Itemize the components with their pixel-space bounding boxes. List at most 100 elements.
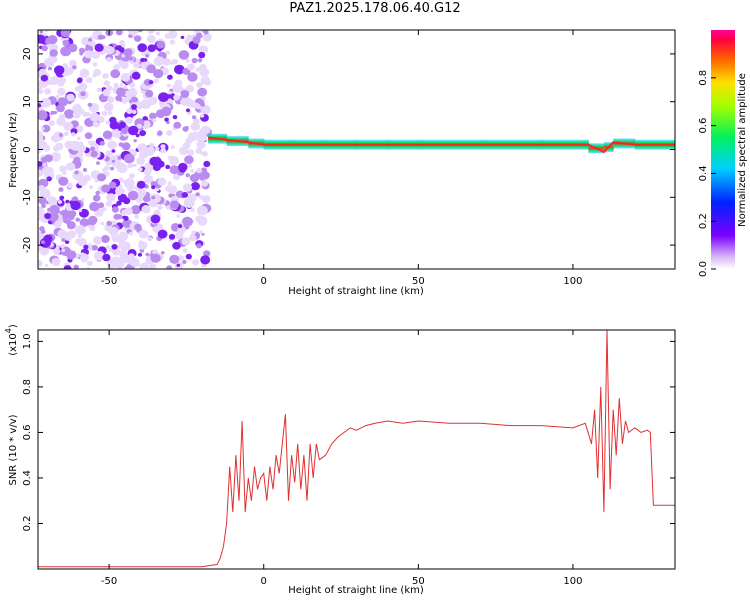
noise-blob — [102, 130, 113, 140]
noise-blob — [147, 35, 156, 43]
noise-blob — [157, 205, 163, 210]
noise-blob — [66, 162, 76, 171]
noise-blob — [85, 111, 91, 117]
noise-blob — [131, 104, 137, 110]
noise-blob — [44, 88, 52, 95]
noise-blob — [171, 40, 175, 44]
noise-blob — [173, 121, 182, 129]
noise-blob — [111, 149, 116, 153]
noise-blob — [124, 265, 131, 269]
noise-blob — [122, 219, 132, 228]
noise-blob — [89, 201, 100, 212]
noise-blob — [137, 30, 143, 33]
noise-blob — [38, 89, 44, 95]
noise-blob — [121, 98, 128, 104]
noise-blob — [42, 144, 51, 152]
noise-blob — [195, 215, 204, 223]
noise-blob — [153, 78, 159, 84]
noise-blob — [172, 241, 181, 250]
noise-blob — [111, 244, 118, 250]
noise-blob — [131, 71, 141, 80]
noise-blob — [153, 56, 165, 67]
noise-blob — [105, 150, 113, 157]
noise-blob — [67, 230, 77, 239]
snr-panel: -50 0 50 100 0.2 0.4 0.6 0.8 1.0 Height of stra… — [4, 324, 676, 596]
noise-blob — [113, 82, 119, 88]
noise-blob — [77, 237, 87, 247]
noise-blob — [172, 58, 178, 65]
noise-blob — [149, 263, 157, 269]
noise-blob — [181, 216, 193, 227]
noise-blob — [196, 243, 202, 249]
bottom-y-ticks: 0.2 0.4 0.6 0.8 1.0 — [22, 333, 675, 531]
noise-blob — [169, 200, 180, 209]
noise-blob — [66, 93, 75, 102]
noise-blob — [62, 39, 70, 47]
noise-blob — [108, 181, 117, 189]
noise-blob — [60, 46, 72, 57]
noise-blob — [44, 58, 54, 67]
noise-blob — [165, 164, 171, 170]
noise-blob — [187, 63, 195, 71]
noise-blob — [57, 87, 66, 96]
noise-blob — [78, 108, 85, 114]
noise-blob — [196, 167, 203, 174]
noise-blob — [112, 248, 121, 256]
noise-blob — [110, 129, 121, 138]
noise-blob — [95, 190, 100, 196]
noise-blob — [126, 108, 133, 114]
noise-blob — [38, 147, 42, 154]
noise-blob — [141, 52, 146, 56]
noise-blob — [167, 181, 172, 186]
noise-blob — [200, 102, 206, 107]
y-tick-label: 10 — [22, 95, 33, 108]
noise-blob — [165, 50, 170, 55]
noise-blob — [43, 234, 53, 243]
noise-blob — [104, 73, 109, 78]
noise-blob — [49, 49, 58, 57]
noise-blob — [69, 59, 77, 67]
colorbar-tick-label: 0.4 — [698, 165, 709, 181]
noise-blob — [160, 144, 166, 150]
noise-blob — [191, 230, 196, 235]
noise-blob — [145, 89, 154, 98]
bottom-x-ticks: -50 0 50 100 — [101, 330, 583, 587]
noise-blob — [119, 121, 127, 129]
signal-trace — [207, 133, 675, 154]
noise-blob — [119, 60, 129, 70]
snr-frame — [37, 329, 676, 570]
noise-blob — [148, 80, 154, 85]
noise-blob — [167, 74, 173, 80]
noise-blob — [47, 35, 58, 45]
noise-blob — [168, 233, 176, 240]
noise-blob — [38, 161, 43, 167]
noise-blob — [185, 84, 195, 93]
noise-blob — [105, 46, 115, 55]
noise-blob — [72, 65, 77, 70]
noise-blob — [40, 74, 49, 82]
noise-blob — [60, 244, 65, 249]
bottom-y-axis-label: SNR (10 * v/v) — [8, 414, 19, 485]
noise-blob — [160, 147, 167, 154]
noise-blob — [176, 263, 181, 267]
noise-blob — [123, 48, 133, 57]
y-tick-label: 0.2 — [22, 516, 33, 532]
noise-blob — [191, 131, 201, 140]
noise-blob — [41, 124, 51, 133]
noise-blob — [166, 265, 173, 269]
noise-blob — [104, 165, 110, 171]
noise-blob — [40, 127, 45, 131]
noise-blob — [55, 95, 60, 100]
noise-blob — [41, 166, 52, 176]
noise-blob — [157, 229, 168, 239]
y-tick-label: -20 — [22, 237, 33, 253]
noise-blob — [63, 109, 75, 119]
noise-blob — [51, 257, 61, 267]
noise-blob — [158, 92, 169, 102]
noise-blob — [84, 219, 92, 226]
noise-blob — [59, 77, 67, 84]
noise-blob — [169, 254, 180, 264]
noise-blob — [110, 166, 115, 171]
noise-blob — [133, 163, 137, 167]
colorbar-tick-label: 0.6 — [698, 118, 709, 134]
